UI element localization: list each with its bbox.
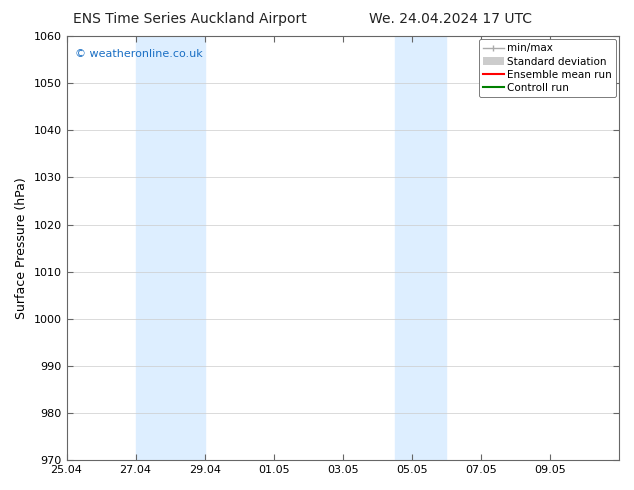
Text: We. 24.04.2024 17 UTC: We. 24.04.2024 17 UTC: [368, 12, 532, 26]
Text: © weatheronline.co.uk: © weatheronline.co.uk: [75, 49, 203, 59]
Text: ENS Time Series Auckland Airport: ENS Time Series Auckland Airport: [74, 12, 307, 26]
Legend: min/max, Standard deviation, Ensemble mean run, Controll run: min/max, Standard deviation, Ensemble me…: [479, 39, 616, 97]
Bar: [394, 36, 446, 460]
Bar: [136, 36, 205, 460]
Y-axis label: Surface Pressure (hPa): Surface Pressure (hPa): [15, 177, 28, 319]
